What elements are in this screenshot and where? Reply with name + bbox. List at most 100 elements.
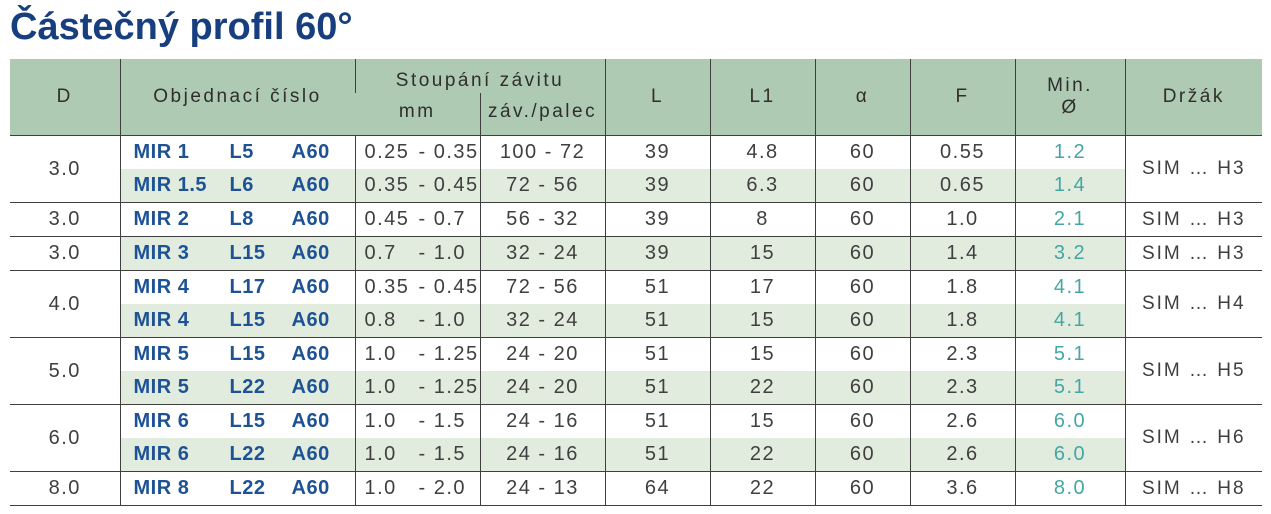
order-angle: A60 [291, 443, 330, 465]
diameter-symbol: Ø [1061, 97, 1079, 118]
table-row: 8.0 MIR 8 L22 A60 1.0- 2.0 24 - 13 64 22 60 3.6 8.… [10, 471, 1263, 506]
table-row: MIR 1.5 L6 A60 0.35- 0.45 72 - 56 39 6.3 60 0.65… [10, 169, 1262, 203]
cell-pitch-mm: 0.7- 1.0 [354, 236, 480, 271]
cell-pitch-tpi: 100 - 72 [479, 135, 606, 169]
order-angle: A60 [291, 343, 330, 365]
cell-holder: SIM … H8 [1124, 471, 1263, 506]
cell-pitch-mm: 0.35- 0.45 [354, 169, 480, 203]
cell-l: 51 [604, 404, 711, 438]
cell-min-diameter: 6.0 [1014, 438, 1126, 472]
cell-alpha: 60 [814, 404, 911, 438]
pitch-mm-max: 0.45 [433, 174, 479, 196]
cell-min-diameter: 5.1 [1014, 337, 1126, 371]
cell-l1: 22 [709, 371, 816, 405]
order-code: MIR 3 [133, 242, 190, 264]
cell-l1: 22 [709, 438, 816, 472]
header-pitch-tpi: záv./palec [479, 93, 606, 136]
table-row: 4.0 MIR 4 L17 A60 0.35- 0.45 72 - 56 51 17 60 1.8… [10, 270, 1263, 338]
order-angle: A60 [291, 174, 330, 196]
cell-order-number: MIR 4 L15 A60 [119, 304, 355, 338]
cell-diameter: 4.0 [10, 270, 120, 338]
page-title: Částečný profil 60° [10, 6, 353, 48]
cell-pitch-mm: 0.35- 0.45 [354, 270, 480, 304]
cell-l1: 15 [709, 304, 816, 338]
cell-holder: SIM … H3 [1124, 236, 1263, 271]
table-row: MIR 5 L22 A60 1.0- 1.25 24 - 20 51 22 60 2.3 5.1 [10, 371, 1262, 405]
order-angle: A60 [291, 141, 330, 163]
cell-l1: 6.3 [709, 169, 816, 203]
cell-l: 39 [604, 135, 711, 169]
table-row: MIR 4 L15 A60 0.8- 1.0 32 - 24 51 15 60 1.8 4.1 [10, 304, 1262, 338]
header-pitch-group: Stoupání závitu [354, 59, 606, 93]
cell-min-diameter: 2.1 [1014, 202, 1126, 237]
pitch-mm-max: 1.25 [433, 376, 479, 398]
cell-pitch-mm: 1.0- 1.5 [354, 438, 480, 472]
cell-min-diameter: 1.2 [1014, 135, 1126, 169]
order-angle: A60 [291, 242, 330, 264]
cell-alpha: 60 [814, 270, 911, 304]
header-min-label: Min. [1047, 75, 1093, 97]
cell-l: 39 [604, 236, 711, 271]
cell-alpha: 60 [814, 438, 911, 472]
cell-min-diameter: 4.1 [1014, 304, 1126, 338]
cell-pitch-tpi: 32 - 24 [479, 236, 606, 271]
cell-alpha: 60 [814, 371, 911, 405]
cell-min-diameter: 5.1 [1014, 371, 1126, 405]
cell-pitch-mm: 0.45- 0.7 [354, 202, 480, 237]
cell-pitch-tpi: 24 - 20 [479, 371, 606, 405]
cell-diameter: 3.0 [10, 202, 120, 237]
cell-alpha: 60 [814, 135, 911, 169]
cell-holder: SIM … H3 [1124, 135, 1263, 203]
header-pitch-mm: mm [355, 93, 480, 136]
order-length: L8 [229, 208, 254, 230]
cell-f: 1.0 [909, 202, 1016, 237]
header-diameter: D [10, 59, 120, 136]
header-min-diameter: Min. Ø [1014, 59, 1126, 136]
cell-pitch-mm: 1.0- 2.0 [354, 471, 480, 506]
thread-mill-table: D Objednací číslo Stoupání závitu L L1 α… [10, 59, 1263, 506]
cell-alpha: 60 [814, 304, 911, 338]
cell-diameter: 3.0 [10, 236, 120, 271]
header-alpha: α [814, 59, 911, 136]
pitch-mm-min: 1.0 [364, 477, 397, 499]
cell-f: 1.8 [909, 304, 1016, 338]
order-angle: A60 [291, 309, 330, 331]
cell-l1: 15 [709, 236, 816, 271]
cell-l: 51 [604, 337, 711, 371]
pitch-mm-max: 1.5 [433, 443, 467, 465]
pitch-mm-min: 0.35 [364, 276, 410, 298]
cell-l1: 15 [709, 337, 816, 371]
pitch-mm-min: 0.35 [364, 174, 410, 196]
cell-f: 1.4 [909, 236, 1016, 271]
pitch-mm-max: 0.7 [433, 208, 467, 230]
cell-holder: SIM … H3 [1124, 202, 1263, 237]
cell-alpha: 60 [814, 202, 911, 237]
pitch-mm-max: 1.5 [433, 410, 467, 432]
header-order-number: Objednací číslo [119, 59, 355, 136]
order-code: MIR 2 [133, 208, 190, 230]
pitch-mm-min: 1.0 [364, 443, 397, 465]
order-length: L15 [229, 410, 266, 432]
order-code: MIR 5 [133, 376, 190, 398]
order-length: L17 [229, 276, 266, 298]
cell-f: 2.3 [909, 337, 1016, 371]
cell-holder: SIM … H5 [1124, 337, 1263, 405]
header-l: L [604, 59, 711, 136]
cell-alpha: 60 [814, 169, 911, 203]
pitch-mm-max: 0.35 [433, 141, 479, 163]
order-length: L22 [229, 443, 266, 465]
pitch-mm-min: 0.8 [364, 309, 397, 331]
cell-l1: 4.8 [709, 135, 816, 169]
order-code: MIR 1 [133, 141, 190, 163]
pitch-mm-min: 1.0 [364, 410, 397, 432]
cell-l: 39 [604, 202, 711, 237]
order-code: MIR 1.5 [133, 174, 208, 196]
order-code: MIR 6 [133, 410, 190, 432]
order-code: MIR 5 [133, 343, 190, 365]
pitch-mm-min: 1.0 [364, 376, 397, 398]
cell-l1: 17 [709, 270, 816, 304]
pitch-mm-max: 1.0 [433, 309, 467, 331]
cell-diameter: 8.0 [10, 471, 120, 506]
table-header: D Objednací číslo Stoupání závitu L L1 α… [10, 59, 1263, 136]
